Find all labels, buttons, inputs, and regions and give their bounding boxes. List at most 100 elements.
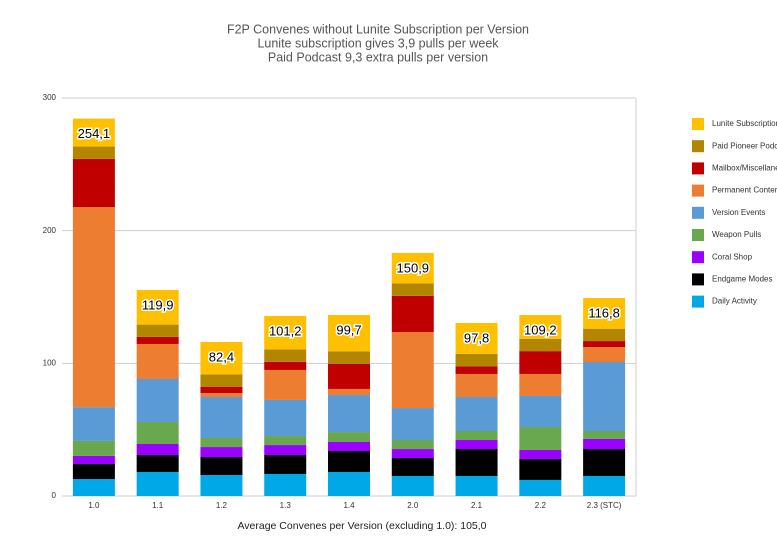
bar-segment	[328, 471, 370, 496]
total-label: 150,9	[397, 260, 430, 275]
bar-segment	[391, 440, 434, 450]
x-tick-label: 1.1	[152, 501, 164, 510]
bar-segment	[136, 343, 179, 379]
bar-segment	[391, 475, 434, 496]
bar-segment	[583, 449, 626, 476]
bar-segment	[328, 388, 370, 396]
bar-segment	[519, 479, 562, 496]
bar-segment	[455, 323, 498, 354]
chart-subtitle: Lunite subscription gives 3,9 pulls per …	[257, 36, 499, 50]
legend-label: Coral Shop	[712, 252, 753, 261]
bar-segment	[200, 397, 243, 439]
bar-segment	[328, 451, 370, 472]
bar-segment	[519, 315, 562, 339]
bar-segment	[583, 362, 626, 431]
bar-segment	[455, 366, 498, 374]
legend-label: Paid Pioneer Podcast	[712, 141, 777, 150]
bar-segment	[136, 443, 179, 456]
bar-segment	[264, 436, 307, 446]
total-label: 101,2	[269, 323, 302, 338]
bar-segment	[519, 395, 562, 428]
bar-segment	[200, 386, 243, 394]
bar-segment	[264, 399, 307, 437]
bar-segment	[583, 430, 626, 439]
bar-segment	[264, 361, 307, 370]
bar-segment	[391, 449, 434, 459]
legend-label: Mailbox/Miscellaneous	[712, 164, 777, 173]
bar-segment	[136, 471, 179, 496]
bar-segment	[264, 455, 307, 474]
bar-segment	[136, 324, 179, 337]
bar-segment	[583, 438, 626, 450]
y-tick-label: 300	[43, 93, 57, 102]
x-tick-label: 1.3	[280, 501, 292, 510]
bar-segment	[136, 289, 179, 325]
bar-segment	[583, 475, 626, 496]
bar-segment	[583, 298, 626, 329]
bar-segment	[328, 395, 370, 433]
bar-segment	[519, 351, 562, 374]
y-tick-label: 0	[52, 491, 57, 500]
bar-segment	[583, 341, 626, 348]
bar-segment	[391, 295, 434, 333]
bar-segment	[519, 427, 562, 450]
bar-segment	[72, 455, 115, 465]
bar-segment	[264, 445, 307, 456]
legend-swatch	[692, 140, 704, 153]
bar-segment	[455, 449, 498, 476]
total-label: 97,8	[464, 330, 489, 345]
total-label: 99,7	[336, 322, 361, 337]
legend-swatch	[692, 118, 704, 130]
bar-segment	[264, 349, 307, 362]
bar-segment	[519, 449, 562, 459]
x-tick-label: 2.3 (STC)	[587, 501, 622, 510]
bar-segment	[200, 393, 243, 398]
bar-segment	[200, 341, 243, 375]
bar-segment	[200, 447, 243, 457]
legend-label: Endgame Modes	[712, 275, 772, 284]
bar-segment	[583, 328, 626, 342]
bar-segment	[72, 146, 115, 159]
bar-segment	[72, 158, 115, 208]
y-tick-label: 100	[43, 358, 57, 367]
x-tick-label: 2.2	[535, 501, 547, 510]
bar-segment	[455, 397, 498, 431]
x-axis-title: Average Convenes per Version (excluding …	[237, 520, 486, 532]
total-label: 82,4	[209, 349, 234, 364]
bar-segment	[328, 432, 370, 443]
bar-segment	[328, 442, 370, 452]
bar-segment	[328, 351, 370, 364]
bar-segment	[72, 440, 115, 456]
bar-segment	[391, 252, 434, 284]
bar-segment	[200, 438, 243, 448]
legend-label: Permanent Content	[712, 186, 777, 195]
legend-swatch	[692, 229, 704, 241]
bar-segment	[136, 455, 179, 472]
bar-segment	[72, 464, 115, 480]
bar-segment	[455, 440, 498, 450]
bar-segment	[391, 283, 434, 296]
bar-segment	[328, 363, 370, 389]
bar-segment	[455, 353, 498, 367]
bar-segment	[200, 456, 243, 476]
bar-segment	[519, 458, 562, 480]
bar-segment	[72, 479, 115, 496]
chart-title: F2P Convenes without Lunite Subscription…	[227, 22, 529, 36]
bar-segment	[72, 207, 115, 408]
bar-segment	[328, 315, 370, 352]
total-label: 254,1	[78, 126, 111, 141]
bar-segment	[72, 118, 115, 147]
x-tick-label: 1.4	[343, 501, 355, 510]
bar-segment	[519, 373, 562, 396]
bar-segment	[455, 475, 498, 496]
bar-segment	[264, 473, 307, 496]
legend-label: Daily Activity	[712, 297, 757, 306]
bar-segment	[583, 347, 626, 363]
bar-segment	[391, 332, 434, 409]
legend-label: Weapon Pulls	[712, 230, 761, 239]
bar-segment	[455, 373, 498, 398]
x-tick-label: 1.2	[216, 501, 228, 510]
bar-segment	[200, 475, 243, 496]
bar-segment	[519, 338, 562, 352]
